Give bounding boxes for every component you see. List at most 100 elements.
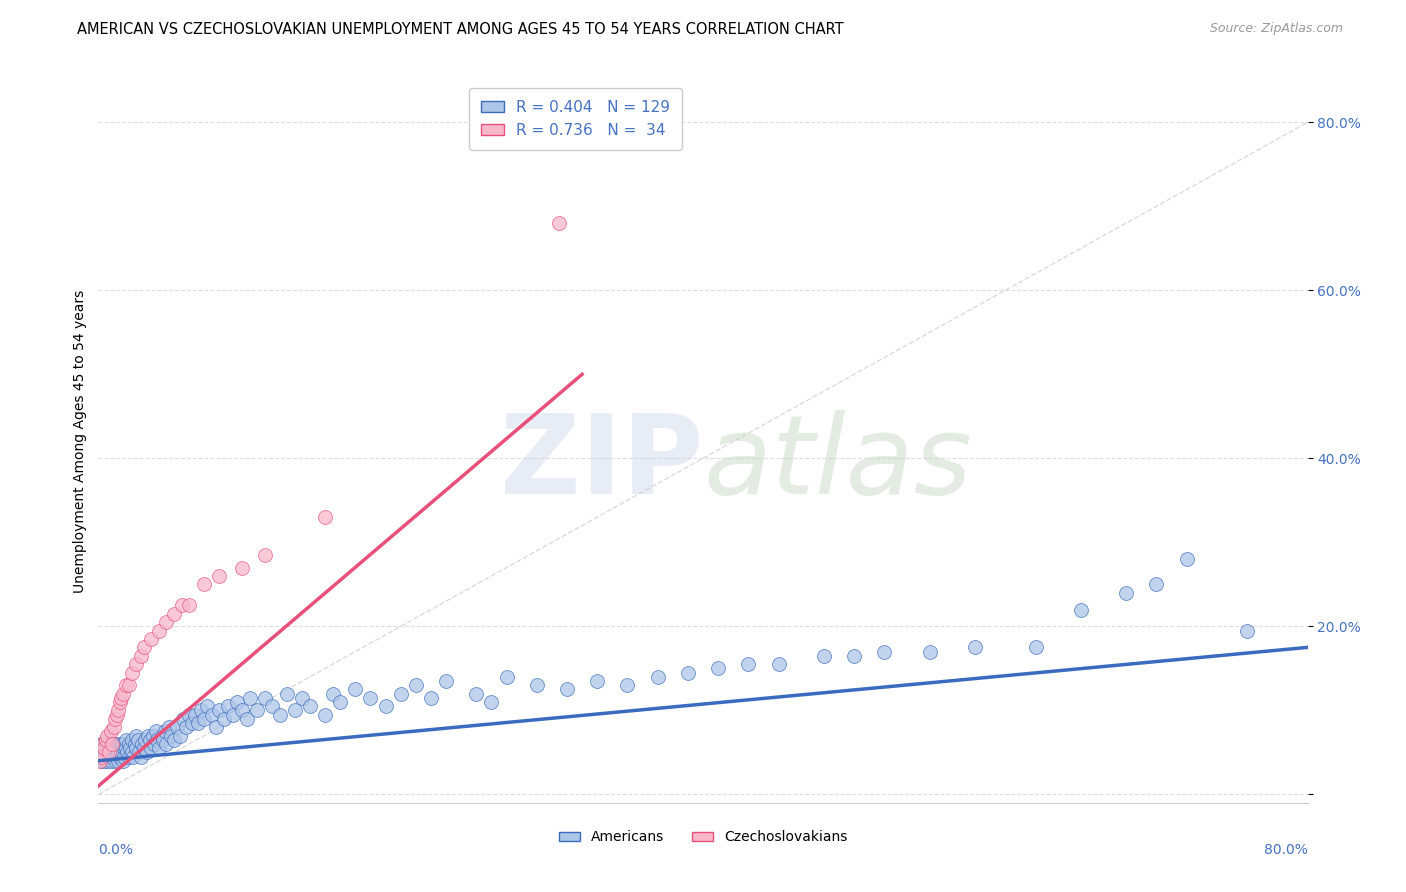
Text: 80.0%: 80.0%	[1264, 843, 1308, 856]
Point	[707, 661, 730, 675]
Point	[208, 703, 231, 717]
Point	[217, 699, 239, 714]
Point	[98, 741, 121, 756]
Point	[111, 754, 134, 768]
Point	[548, 216, 571, 230]
Point	[96, 729, 118, 743]
Point	[153, 724, 176, 739]
Point	[1144, 577, 1167, 591]
Point	[148, 624, 170, 638]
Point	[253, 548, 276, 562]
Point	[125, 729, 148, 743]
Point	[246, 703, 269, 717]
Point	[768, 657, 790, 672]
Point	[222, 707, 245, 722]
Point	[526, 678, 548, 692]
Point	[314, 707, 336, 722]
Text: 0.0%: 0.0%	[98, 843, 134, 856]
Point	[110, 690, 132, 705]
Point	[299, 699, 322, 714]
Point	[103, 741, 125, 756]
Point	[170, 599, 193, 613]
Point	[291, 690, 314, 705]
Point	[91, 737, 114, 751]
Point	[159, 720, 181, 734]
Point	[152, 732, 174, 747]
Point	[100, 724, 122, 739]
Point	[179, 707, 201, 722]
Point	[172, 712, 194, 726]
Point	[104, 741, 127, 756]
Point	[91, 749, 114, 764]
Point	[647, 670, 669, 684]
Point	[146, 732, 169, 747]
Point	[235, 712, 257, 726]
Point	[105, 749, 128, 764]
Point	[420, 690, 443, 705]
Point	[676, 665, 699, 680]
Point	[121, 732, 143, 747]
Point	[344, 682, 367, 697]
Point	[184, 707, 207, 722]
Point	[329, 695, 352, 709]
Point	[107, 754, 129, 768]
Point	[844, 648, 866, 663]
Point	[101, 737, 124, 751]
Point	[193, 712, 215, 726]
Point	[160, 729, 183, 743]
Point	[114, 732, 136, 747]
Point	[276, 687, 298, 701]
Point	[132, 741, 155, 756]
Point	[284, 703, 307, 717]
Point	[112, 749, 135, 764]
Point	[89, 745, 111, 759]
Point	[555, 682, 578, 697]
Point	[1175, 552, 1198, 566]
Point	[115, 745, 138, 759]
Text: atlas: atlas	[703, 409, 972, 516]
Point	[93, 754, 115, 768]
Point	[190, 703, 212, 717]
Point	[193, 577, 215, 591]
Point	[121, 745, 143, 759]
Point	[141, 741, 163, 756]
Point	[118, 678, 141, 692]
Text: Source: ZipAtlas.com: Source: ZipAtlas.com	[1209, 22, 1343, 36]
Point	[105, 737, 128, 751]
Y-axis label: Unemployment Among Ages 45 to 54 years: Unemployment Among Ages 45 to 54 years	[73, 290, 87, 593]
Point	[143, 737, 166, 751]
Point	[120, 741, 142, 756]
Point	[269, 707, 291, 722]
Point	[127, 732, 149, 747]
Point	[103, 720, 125, 734]
Point	[163, 732, 186, 747]
Point	[89, 754, 111, 768]
Point	[169, 729, 191, 743]
Point	[90, 737, 112, 751]
Point	[96, 737, 118, 751]
Legend: Americans, Czechoslovakians: Americans, Czechoslovakians	[554, 825, 852, 850]
Point	[231, 560, 253, 574]
Point	[201, 707, 224, 722]
Point	[94, 749, 117, 764]
Point	[110, 745, 132, 759]
Point	[150, 729, 173, 743]
Point	[141, 632, 163, 646]
Point	[98, 749, 121, 764]
Point	[134, 732, 156, 747]
Point	[181, 716, 204, 731]
Point	[104, 712, 127, 726]
Point	[148, 741, 170, 756]
Point	[465, 687, 488, 701]
Point	[105, 707, 128, 722]
Text: ZIP: ZIP	[499, 409, 703, 516]
Point	[195, 699, 218, 714]
Point	[104, 754, 127, 768]
Point	[94, 732, 117, 747]
Point	[114, 741, 136, 756]
Point	[111, 687, 134, 701]
Point	[405, 678, 427, 692]
Point	[360, 690, 382, 705]
Point	[253, 690, 276, 705]
Point	[108, 695, 131, 709]
